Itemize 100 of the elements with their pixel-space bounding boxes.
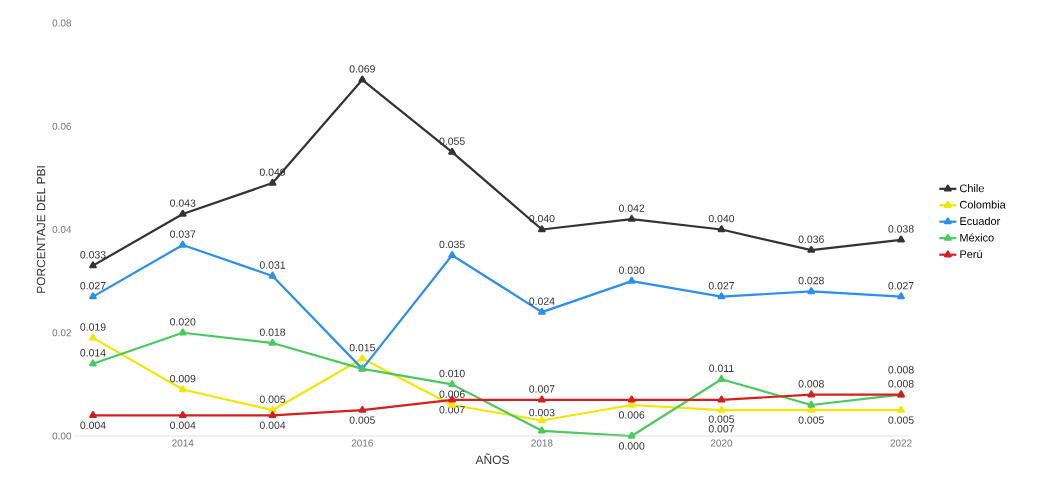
data-label: 0.036	[798, 235, 824, 243]
data-label: 0.008	[888, 380, 914, 388]
data-label: 0.024	[529, 297, 555, 305]
y-tick-label: 0.08	[52, 19, 72, 27]
data-label: 0.015	[349, 343, 375, 352]
point	[807, 287, 816, 295]
data-label: 0.006	[439, 390, 465, 398]
data-label: 0.003	[529, 408, 555, 417]
point	[89, 333, 97, 341]
point	[358, 354, 367, 362]
data-label: 0.005	[798, 416, 824, 424]
data-label: 0.005	[349, 416, 375, 424]
data-label: 0.005	[708, 415, 735, 423]
data-label: 0.008	[798, 380, 824, 388]
data-label: 0.004	[80, 421, 106, 429]
y-tick-label: 0.06	[52, 122, 72, 130]
x-tick-label: 2014	[172, 439, 194, 447]
legend-label: México	[960, 233, 994, 242]
y-axis-title: PORCENTAJE DEL PBI	[36, 166, 46, 293]
point	[268, 178, 277, 186]
x-tick-label: 2022	[890, 439, 912, 447]
point	[268, 405, 277, 413]
data-label: 0.037	[170, 230, 196, 238]
point	[448, 380, 456, 388]
data-label: 0.000	[618, 442, 645, 450]
point	[178, 385, 187, 393]
point	[627, 431, 636, 439]
point	[627, 276, 636, 284]
data-label: 0.019	[80, 323, 106, 331]
point	[268, 411, 277, 419]
data-label: 0.030	[618, 266, 645, 274]
legend-label: Perú	[960, 249, 982, 259]
point	[358, 405, 367, 413]
legend-label: Ecuador	[960, 216, 1001, 226]
point	[89, 411, 97, 419]
legend-label: Colombia	[960, 200, 1006, 209]
point	[538, 426, 546, 434]
point	[89, 292, 97, 300]
point	[627, 395, 636, 403]
data-label: 0.033	[80, 251, 106, 259]
data-label: 0.005	[888, 416, 914, 424]
point	[897, 235, 905, 243]
data-label: 0.014	[80, 349, 106, 357]
point	[807, 245, 816, 253]
point	[717, 395, 726, 403]
point	[178, 209, 187, 217]
data-label: 0.031	[259, 261, 286, 269]
data-label: 0.038	[888, 225, 914, 233]
x-tick-label: 2016	[351, 439, 373, 447]
data-label: 0.055	[439, 137, 465, 145]
point	[717, 374, 726, 382]
data-label: 0.010	[439, 369, 465, 378]
data-label: 0.004	[259, 421, 286, 429]
point	[538, 307, 546, 315]
point	[538, 225, 546, 233]
point	[807, 390, 816, 398]
point	[268, 271, 277, 279]
data-label: 0.007	[708, 425, 735, 433]
x-tick-label: 2020	[710, 439, 733, 447]
data-label: 0.035	[439, 240, 465, 249]
point	[538, 395, 546, 403]
data-label: 0.027	[708, 282, 735, 290]
data-label: 0.043	[170, 199, 196, 207]
data-label: 0.028	[798, 276, 824, 285]
point	[717, 292, 726, 300]
data-label: 0.006	[618, 411, 645, 419]
point	[358, 75, 367, 83]
point	[178, 240, 187, 248]
point	[178, 411, 187, 419]
data-label: 0.027	[888, 282, 914, 290]
data-label: 0.005	[259, 395, 286, 403]
point	[178, 328, 187, 336]
data-label: 0.020	[170, 318, 196, 326]
point	[897, 405, 905, 413]
point	[448, 251, 456, 258]
point	[807, 400, 816, 408]
legend-label: Chile	[960, 184, 984, 193]
point	[717, 225, 726, 233]
point	[717, 405, 726, 413]
data-label: 0.009	[170, 374, 196, 383]
data-label: 0.042	[618, 204, 645, 212]
data-label: 0.004	[170, 421, 196, 429]
data-label: 0.027	[80, 282, 106, 290]
data-label: 0.008	[888, 366, 914, 374]
data-label: 0.069	[349, 65, 375, 73]
x-tick-label: 2018	[531, 439, 553, 447]
data-label: 0.040	[708, 214, 735, 223]
y-tick-label: 0.02	[52, 329, 71, 337]
point	[89, 359, 97, 367]
y-tick-label: 0.04	[52, 225, 72, 234]
data-label: 0.007	[529, 385, 555, 393]
point	[268, 338, 277, 346]
point	[627, 214, 636, 222]
data-label: 0.011	[709, 364, 734, 373]
point	[89, 261, 97, 269]
y-tick-label: 0.00	[52, 432, 72, 440]
x-axis-title: AÑOS	[475, 453, 509, 464]
data-label: 0.018	[259, 328, 286, 336]
point	[897, 292, 905, 300]
point	[448, 147, 456, 155]
